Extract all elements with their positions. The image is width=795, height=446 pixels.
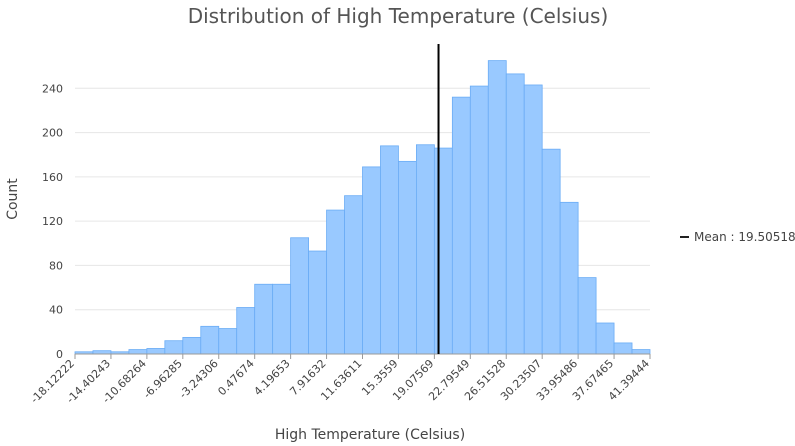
histogram-bar: [523, 84, 543, 355]
histogram-bar: [290, 237, 309, 355]
y-tick-label: 0: [56, 348, 63, 361]
histogram-bar: [398, 160, 417, 355]
histogram-bar: [469, 85, 489, 355]
histogram-bar: [416, 144, 435, 355]
histogram-bar: [577, 277, 597, 355]
histogram-bar: [380, 145, 399, 355]
histogram-bar: [613, 342, 633, 355]
histogram-bar: [559, 201, 579, 355]
histogram-bar: [433, 147, 453, 355]
y-tick-label: 200: [42, 127, 63, 140]
histogram-bar: [236, 307, 256, 355]
y-axis-title: Count: [5, 178, 21, 220]
legend: Mean : 19.50518: [680, 230, 795, 244]
x-tick-label: 4.19653: [251, 357, 292, 398]
histogram-bar: [344, 195, 363, 355]
histogram-bar: [541, 148, 561, 355]
histogram-bar: [254, 283, 274, 355]
histogram-bar: [326, 209, 345, 355]
histogram-bar: [218, 328, 238, 355]
histogram-bar: [164, 340, 184, 355]
y-tick-label: 160: [42, 171, 63, 184]
histogram-bar: [308, 250, 327, 355]
histogram-bars: [74, 60, 651, 355]
histogram-bar: [595, 322, 615, 355]
y-tick-label: 240: [42, 82, 63, 95]
histogram-bar: [631, 349, 651, 355]
chart-title: Distribution of High Temperature (Celsiu…: [188, 4, 609, 28]
histogram-bar: [505, 73, 525, 355]
y-tick-label: 120: [42, 215, 63, 228]
histogram-bar: [451, 96, 471, 355]
histogram-bar: [128, 349, 148, 355]
histogram-bar: [272, 283, 292, 355]
x-tick-label: -3.24306: [177, 357, 221, 401]
legend-mean-label: Mean : 19.50518: [694, 230, 795, 244]
histogram-bar: [146, 348, 166, 355]
x-tick-label: 0.47674: [215, 357, 256, 398]
histogram-bar: [362, 166, 381, 355]
histogram-bar: [487, 60, 507, 355]
histogram-bar: [182, 336, 202, 355]
x-axis-title: High Temperature (Celsius): [275, 427, 465, 442]
y-tick-label: 80: [49, 259, 63, 272]
histogram-bar: [200, 325, 220, 355]
y-tick-label: 40: [49, 304, 63, 317]
